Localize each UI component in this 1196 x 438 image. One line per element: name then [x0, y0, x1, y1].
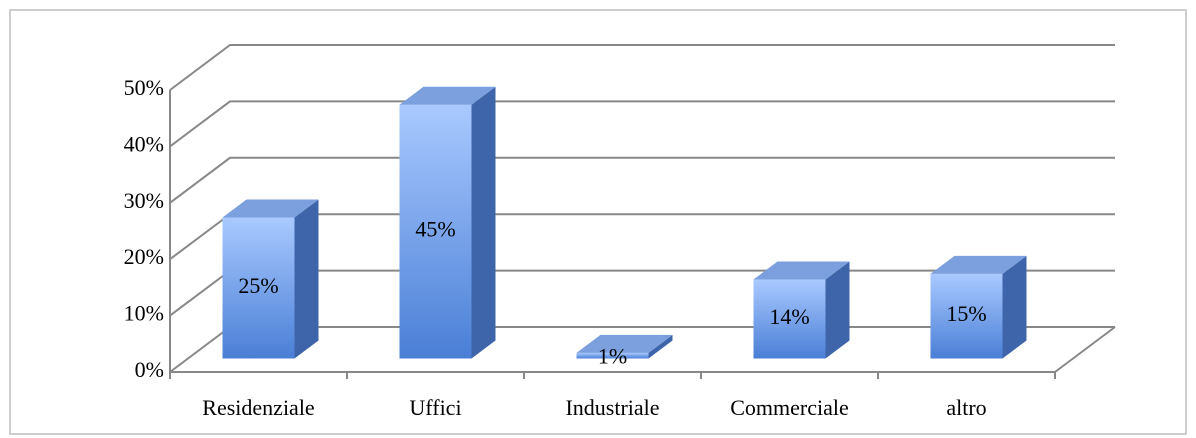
- bar-side: [471, 86, 496, 359]
- bar-top: [222, 199, 319, 218]
- y-tick-label: 10%: [124, 301, 164, 326]
- value-label: 1%: [598, 344, 627, 369]
- x-tick-label: Residenziale: [202, 395, 314, 420]
- bar-top: [753, 261, 850, 280]
- bar-side: [825, 261, 850, 359]
- grid-line: [169, 156, 1115, 204]
- x-tick-label: Uffici: [409, 395, 461, 420]
- value-label: 45%: [415, 217, 455, 242]
- x-tick-label: altro: [946, 395, 986, 420]
- bar: [753, 279, 826, 359]
- bar-top: [930, 255, 1027, 274]
- value-label: 15%: [946, 301, 986, 326]
- bar-side: [294, 199, 319, 359]
- bar: [930, 273, 1003, 359]
- bar-side: [648, 334, 673, 359]
- bar-side: [1002, 255, 1027, 359]
- grid-line: [169, 44, 1115, 91]
- value-label: 14%: [769, 304, 809, 329]
- y-tick-label: 20%: [124, 244, 164, 269]
- y-tick-label: 50%: [124, 75, 164, 100]
- chart-border: [9, 9, 1187, 435]
- grid-line: [169, 100, 1115, 148]
- floor-edge: [1054, 326, 1116, 373]
- y-tick-label: 0%: [135, 357, 164, 382]
- value-label: 25%: [238, 273, 278, 298]
- bar-top: [399, 86, 496, 105]
- x-tick-label: Industriale: [565, 395, 659, 420]
- bar: [576, 352, 649, 359]
- bar: [222, 217, 295, 359]
- y-tick-label: 40%: [124, 131, 164, 156]
- y-tick-label: 30%: [124, 188, 164, 213]
- x-tick-label: Commerciale: [730, 395, 849, 420]
- bar-top: [576, 334, 673, 353]
- bar: [399, 104, 472, 359]
